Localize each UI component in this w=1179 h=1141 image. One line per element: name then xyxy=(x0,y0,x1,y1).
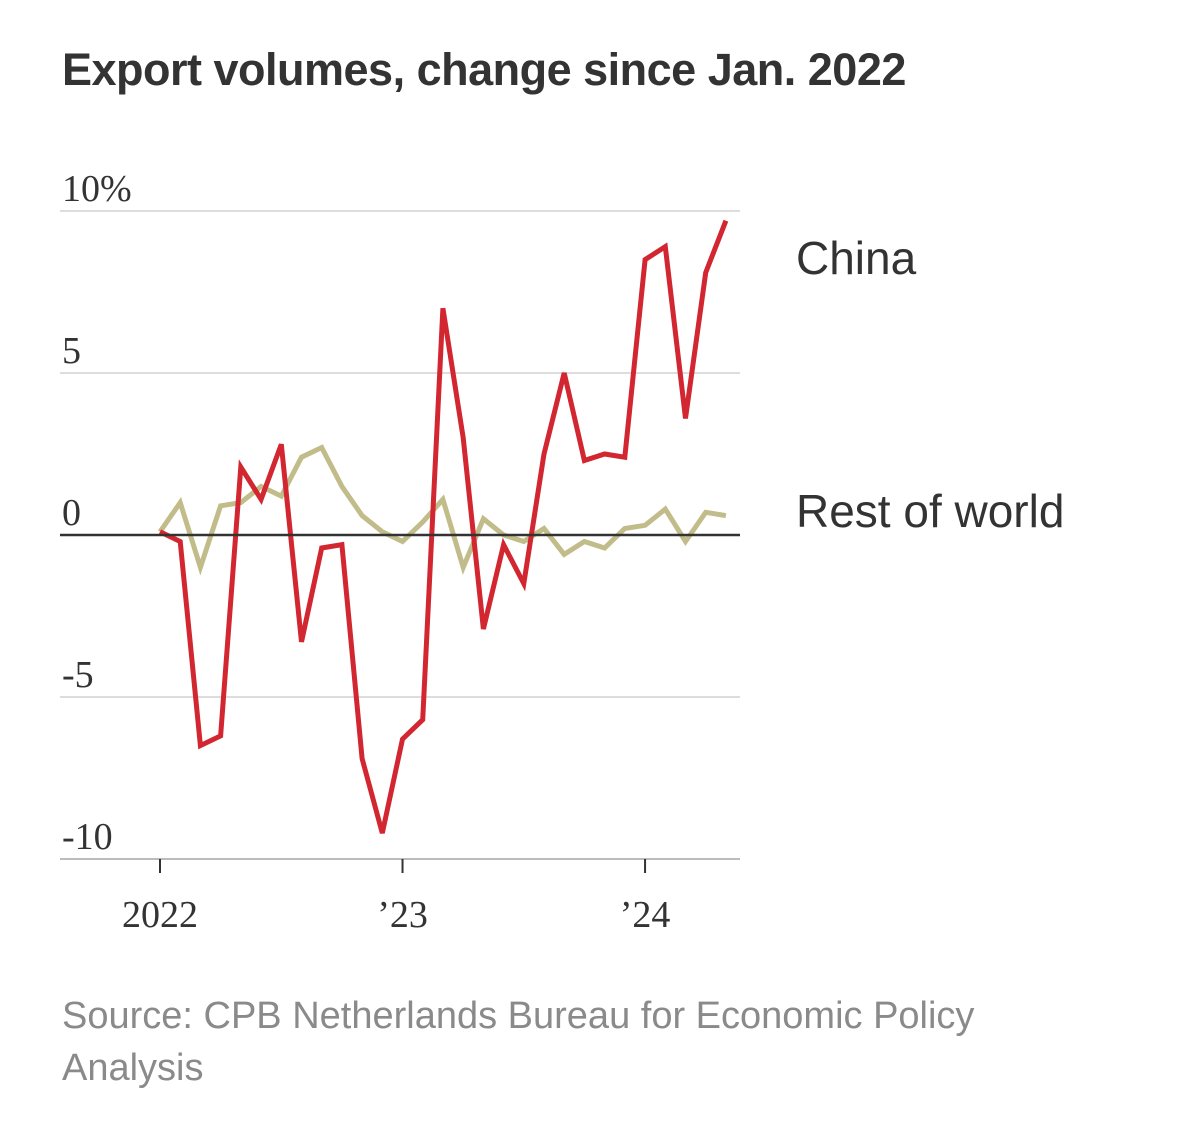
x-axis: 2022 ’23 ’24 xyxy=(60,858,740,936)
y-tick-label: -5 xyxy=(62,654,94,696)
gridlines xyxy=(60,210,740,698)
series-line-rest-of-world xyxy=(157,444,727,576)
x-tick-label: ’23 xyxy=(377,894,428,936)
y-tick-label: -10 xyxy=(62,816,113,858)
source-note: Source: CPB Netherlands Bureau for Econo… xyxy=(62,990,1117,1094)
x-tick-label: 2022 xyxy=(122,894,198,936)
series-label-rest-of-world: Rest of world xyxy=(796,485,1064,537)
source-line-1: Source: CPB Netherlands Bureau for Econo… xyxy=(62,995,975,1037)
y-tick-label: 0 xyxy=(62,492,81,534)
series-lines xyxy=(60,219,740,834)
y-tick-label: 10% xyxy=(62,168,132,210)
y-tick-label: 5 xyxy=(62,330,81,372)
series-label-china: China xyxy=(796,232,917,284)
series-line-china xyxy=(158,219,729,834)
source-line-2: Analysis xyxy=(62,1047,204,1089)
y-axis-ticks: 10% 5 0 -5 -10 xyxy=(62,168,132,858)
chart-title: Export volumes, change since Jan. 2022 xyxy=(62,44,906,95)
line-chart: 10% 5 0 -5 -10 2022 ’23 ’24 China Rest of worl… xyxy=(60,168,1064,936)
x-tick-label: ’24 xyxy=(620,894,671,936)
